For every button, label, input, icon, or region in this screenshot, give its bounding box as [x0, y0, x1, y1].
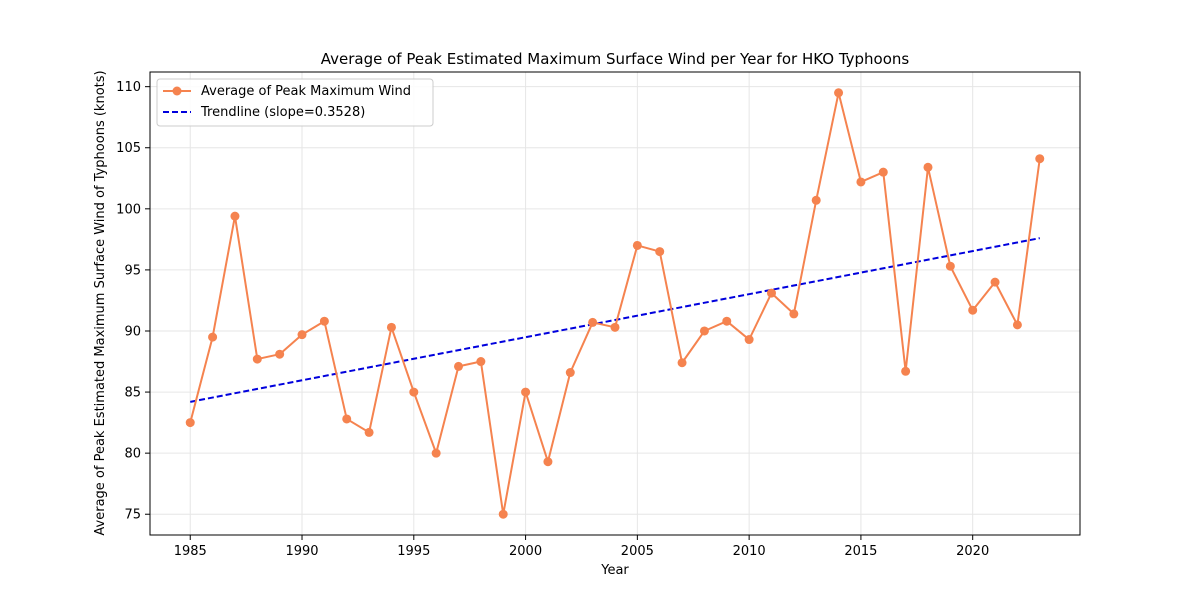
x-tick-label: 2015: [844, 544, 877, 559]
data-point: [297, 330, 307, 340]
data-point: [722, 316, 732, 326]
legend: Average of Peak Maximum Wind Trendline (…: [156, 78, 434, 127]
data-point: [185, 418, 195, 428]
data-point: [543, 457, 553, 467]
data-point: [856, 177, 866, 187]
y-tick-label: 105: [116, 141, 141, 156]
data-point: [945, 261, 955, 271]
x-tick-label: 1995: [397, 544, 430, 559]
data-point: [454, 361, 464, 371]
y-tick-label: 75: [124, 508, 141, 523]
x-tick-label: 2005: [621, 544, 654, 559]
data-point: [1012, 320, 1022, 330]
trendline: [190, 237, 1040, 403]
data-point: [498, 509, 508, 519]
legend-label-trend: Trendline (slope=0.3528): [200, 105, 365, 120]
legend-box: [156, 78, 434, 127]
data-point: [632, 240, 642, 250]
y-tick-label: 80: [124, 447, 141, 462]
data-point: [364, 427, 374, 437]
data-point: [565, 368, 575, 378]
grid: [150, 72, 1080, 535]
y-tick-label: 110: [116, 80, 141, 95]
data-point: [521, 387, 531, 397]
data-point: [476, 357, 486, 367]
data-point: [610, 322, 620, 332]
data-point: [275, 349, 285, 359]
data-point: [811, 195, 821, 205]
data-point: [923, 162, 933, 172]
x-tick-label: 2010: [733, 544, 766, 559]
series-line-wind: [189, 91, 1041, 516]
data-point: [834, 88, 844, 98]
data-point: [386, 322, 396, 332]
y-tick-label: 95: [124, 263, 141, 278]
data-point: [744, 335, 754, 345]
data-point: [968, 305, 978, 315]
data-point: [878, 167, 888, 177]
y-tick-label: 85: [124, 386, 141, 401]
legend-label-wind: Average of Peak Maximum Wind: [201, 84, 411, 99]
y-tick-label: 90: [124, 324, 141, 339]
data-point: [655, 247, 665, 257]
data-point: [230, 211, 240, 221]
plot-frame: [149, 71, 1081, 536]
x-axis-ticks: 1985 1990 1995 2000 2005 2010 2015 2020: [174, 535, 989, 559]
legend-marker-wind: [172, 86, 182, 96]
data-point: [208, 332, 218, 342]
data-point: [789, 309, 799, 319]
data-point: [1035, 154, 1045, 164]
y-tick-label: 100: [116, 202, 141, 217]
y-axis-label: Average of Peak Estimated Maximum Surfac…: [93, 70, 108, 535]
x-tick-label: 1985: [174, 544, 207, 559]
x-tick-label: 2000: [509, 544, 542, 559]
data-point: [699, 326, 709, 336]
data-point: [342, 414, 352, 424]
x-tick-label: 2020: [956, 544, 989, 559]
chart-title: Average of Peak Estimated Maximum Surfac…: [321, 50, 910, 68]
data-point: [409, 387, 419, 397]
data-point: [990, 277, 1000, 287]
data-point: [319, 316, 329, 326]
x-tick-label: 1990: [285, 544, 318, 559]
data-point: [588, 317, 598, 327]
data-point: [766, 288, 776, 298]
x-axis-label: Year: [600, 563, 629, 578]
y-axis-ticks: 75 80 85 90 95 100 105 110: [116, 80, 150, 523]
data-point: [252, 354, 262, 364]
data-point: [431, 448, 441, 458]
data-point: [901, 366, 911, 376]
series-layer: [185, 88, 1045, 519]
data-point: [677, 358, 687, 368]
